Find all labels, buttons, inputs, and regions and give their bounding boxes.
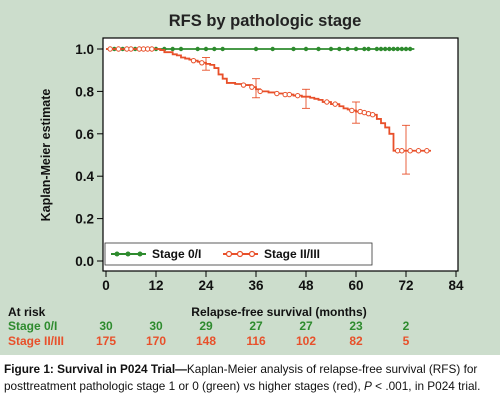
censor-mark-stage-0-i (345, 46, 350, 52)
censor-mark-stage-ii-iii (324, 99, 330, 105)
at-risk-row-label-stage-0-i: Stage 0/I (8, 319, 57, 333)
x-tick-label: 72 (398, 278, 413, 293)
chart-title: RFS by pathologic stage (169, 12, 362, 30)
at-risk-count: 148 (196, 334, 216, 348)
y-tick-label: 0.4 (75, 169, 94, 184)
censor-mark-stage-0-i (291, 46, 296, 52)
censor-mark-stage-0-i (407, 46, 413, 52)
at-risk-count: 30 (99, 319, 113, 333)
censor-mark-stage-0-i (303, 46, 309, 52)
censor-mark-stage-0-i (270, 46, 275, 52)
plot-area (102, 37, 459, 272)
caption-body: Kaplan-Meier analysis of relapse-free su… (4, 362, 478, 393)
y-tick-label: 1.0 (75, 42, 94, 57)
at-risk-count: 5 (403, 334, 410, 348)
at-risk-row-label-stage-ii-iii: Stage II/III (8, 334, 64, 348)
censor-mark-stage-0-i (362, 46, 367, 52)
censor-mark-stage-ii-iii (369, 112, 376, 118)
censor-mark-stage-ii-iii (240, 82, 247, 88)
censor-mark-stage-0-i (353, 46, 359, 52)
y-tick-label: 0.6 (75, 127, 94, 142)
censor-mark-stage-0-i (378, 46, 384, 52)
censor-mark-stage-ii-iii (128, 46, 134, 52)
at-risk-count: 2 (403, 319, 410, 333)
at-risk-count: 29 (199, 319, 213, 333)
x-axis-label: Relapse-free survival (months) (191, 305, 366, 319)
y-tick-label: 0.0 (75, 254, 94, 269)
censor-mark-stage-ii-iii (149, 46, 155, 52)
censor-mark-stage-ii-iii (249, 84, 255, 90)
censor-mark-stage-ii-iii (115, 46, 122, 52)
censor-mark-stage-ii-iii (286, 91, 293, 98)
caption-lead: Figure 1: Survival in P024 Trial— (4, 362, 187, 376)
censor-mark-stage-0-i (399, 46, 405, 52)
censor-mark-stage-0-i (195, 46, 200, 52)
censor-mark-stage-0-i (178, 46, 184, 52)
at-risk-count: 116 (246, 334, 266, 348)
legend-marker-stage-0-i (114, 251, 120, 257)
legend-marker-stage-0-i-2 (125, 251, 131, 257)
censor-mark-stage-ii-iii (424, 148, 430, 154)
censor-mark-stage-ii-iii (407, 148, 413, 154)
figure-panel: RFS by pathologic stage Kaplan-Meier est… (0, 0, 500, 355)
legend: Stage 0/I Stage II/III (104, 242, 373, 266)
x-tick-label: 84 (448, 278, 464, 293)
legend-marker-stage-ii-iii (225, 250, 233, 258)
at-risk-count: 30 (149, 319, 163, 333)
y-axis-label: Kaplan-Meier estimate (39, 89, 53, 222)
censor-mark-stage-0-i (374, 46, 380, 52)
legend-marker-stage-ii-iii-2 (236, 250, 244, 258)
at-risk-count: 102 (296, 334, 316, 348)
at-risk-count: 27 (249, 319, 263, 333)
censor-mark-stage-0-i (203, 46, 209, 52)
censor-mark-stage-0-i (395, 46, 400, 52)
at-risk-count: 27 (299, 319, 313, 333)
figure-caption: Figure 1: Survival in P024 Trial—Kaplan-… (4, 361, 498, 395)
y-tick-label: 0.2 (75, 212, 94, 227)
censor-mark-stage-ii-iii (399, 148, 405, 154)
y-tick-label: 0.8 (75, 84, 94, 99)
censor-mark-stage-ii-iii (332, 101, 338, 107)
censor-mark-stage-0-i (337, 46, 342, 52)
at-risk-count: 170 (146, 334, 166, 348)
censor-mark-stage-ii-iii (199, 60, 205, 66)
censor-mark-stage-0-i (328, 46, 334, 52)
censor-mark-stage-0-i (403, 46, 409, 52)
at-risk-count: 82 (349, 334, 363, 348)
legend-label-stage-0-i: Stage 0/I (152, 247, 201, 261)
caption-p-symbol: P (364, 379, 372, 393)
legend-marker-stage-0-i-3 (137, 251, 143, 257)
censor-mark-stage-ii-iii (349, 107, 355, 114)
km-chart: RFS by pathologic stage Kaplan-Meier est… (8, 12, 464, 348)
x-tick-label: 12 (148, 278, 163, 293)
censor-mark-stage-ii-iii (294, 92, 301, 99)
censor-mark-stage-0-i (253, 46, 259, 52)
caption-tail: < .001, in P024 trial. (371, 379, 481, 393)
censor-mark-stage-ii-iii (107, 46, 113, 52)
x-tick-label: 24 (198, 278, 214, 293)
censor-mark-stage-0-i (387, 46, 392, 52)
legend-label-stage-ii-iii: Stage II/III (264, 247, 320, 261)
censor-mark-stage-ii-iii (415, 148, 422, 154)
at-risk-label: At risk (8, 305, 46, 319)
censor-mark-stage-0-i (316, 46, 321, 52)
at-risk-count: 23 (349, 319, 363, 333)
legend-marker-stage-ii-iii-3 (248, 250, 256, 258)
censor-mark-stage-ii-iii (274, 90, 280, 97)
censor-mark-stage-0-i (220, 46, 225, 52)
censor-mark-stage-0-i (212, 46, 217, 52)
x-tick-label: 36 (248, 278, 264, 293)
censor-mark-stage-0-i (391, 46, 396, 52)
at-risk-count: 175 (96, 334, 116, 348)
censor-mark-stage-ii-iii (257, 88, 263, 95)
censor-mark-stage-ii-iii (190, 57, 197, 64)
x-tick-label: 48 (298, 278, 314, 293)
censor-mark-stage-0-i (170, 46, 175, 52)
censor-mark-stage-0-i (366, 46, 371, 52)
censor-mark-stage-0-i (382, 46, 388, 52)
x-tick-label: 0 (102, 278, 110, 293)
x-tick-label: 60 (348, 278, 363, 293)
